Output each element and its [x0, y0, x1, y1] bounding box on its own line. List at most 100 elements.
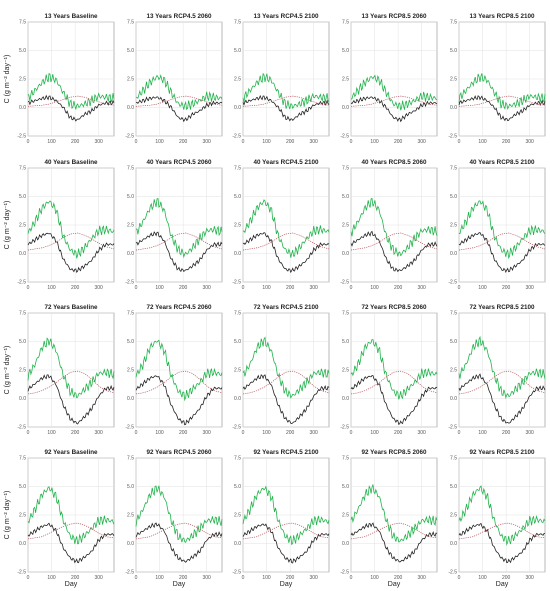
y-tick-label: -2.5 — [17, 134, 26, 140]
y-tick-label: 5.0 — [450, 484, 457, 490]
x-tick-label: 200 — [502, 285, 511, 291]
y-tick-label: 7.5 — [234, 166, 241, 172]
x-axis-label: Day — [388, 581, 401, 588]
x-tick-label: 100 — [370, 575, 379, 581]
y-tick-label: -2.5 — [17, 570, 26, 576]
x-tick-label: 300 — [418, 139, 427, 145]
y-tick-label: -2.5 — [17, 280, 26, 286]
series-line-black — [458, 373, 546, 424]
y-tick-label: 0.0 — [450, 541, 457, 547]
x-axis-label: Day — [496, 581, 509, 588]
y-tick-label: 0.0 — [450, 396, 457, 402]
x-tick-label: 300 — [95, 285, 104, 291]
panel-title: 92 Years RCP4.5 2060 — [146, 449, 212, 456]
x-tick-label: 0 — [135, 285, 138, 291]
y-tick-label: 7.5 — [127, 166, 134, 172]
series-line-red — [458, 95, 546, 107]
panel-title: 72 Years RCP4.5 2100 — [253, 304, 319, 311]
panel-title: 72 Years RCP4.5 2060 — [146, 304, 212, 311]
y-tick-label: 5.0 — [127, 194, 134, 200]
series-line-red — [350, 95, 438, 107]
series-line-black — [242, 94, 330, 122]
series-line-red — [242, 370, 330, 395]
x-tick-label: 0 — [135, 430, 138, 436]
panel: 72 Years Baseline -2.5 0.0 2.5 5.0 7.5 0 100 200… — [17, 304, 115, 436]
y-tick-label: 0.0 — [234, 105, 241, 111]
y-tick-label: 0.0 — [342, 251, 349, 257]
series-line-green — [242, 72, 330, 110]
series-line-black — [27, 522, 115, 564]
x-tick-label: 0 — [458, 430, 461, 436]
panel-title: 92 Years RCP4.5 2100 — [253, 449, 319, 456]
y-tick-label: 7.5 — [450, 311, 457, 317]
y-tick-label: 2.5 — [127, 223, 134, 229]
series-line-green — [350, 74, 438, 111]
x-tick-label: 100 — [262, 139, 271, 145]
y-tick-label: -2.5 — [340, 280, 349, 286]
y-tick-label: -2.5 — [448, 570, 457, 576]
panel: 40 Years RCP8.5 2060 -2.5 0.0 2.5 5.0 7.5 0 100… — [340, 159, 438, 291]
series-line-black — [458, 232, 546, 273]
y-tick-label: 5.0 — [19, 339, 26, 345]
y-tick-label: -2.5 — [232, 570, 241, 576]
series-line-red — [135, 370, 223, 395]
y-tick-label: -2.5 — [125, 134, 134, 140]
y-tick-label: 2.5 — [234, 77, 241, 83]
panel-title: 13 Years RCP8.5 2060 — [361, 13, 427, 20]
x-tick-label: 0 — [458, 575, 461, 581]
x-tick-label: 100 — [370, 139, 379, 145]
panel: 13 Years RCP8.5 2100 -2.5 0.0 2.5 5.0 7.5 0 100… — [448, 13, 546, 145]
y-axis-label: C (g m⁻² day⁻¹) — [4, 346, 11, 395]
y-tick-label: -2.5 — [340, 134, 349, 140]
y-tick-label: 2.5 — [450, 368, 457, 374]
series-line-black — [350, 230, 438, 273]
y-tick-label: 5.0 — [234, 339, 241, 345]
series-line-black — [27, 374, 115, 425]
panel: 40 Years RCP8.5 2100 -2.5 0.0 2.5 5.0 7.5 0 100… — [448, 159, 546, 291]
series-line-green — [242, 199, 330, 258]
y-tick-label: -2.5 — [125, 425, 134, 431]
y-tick-label: -2.5 — [448, 280, 457, 286]
series-line-red — [458, 232, 546, 251]
x-tick-label: 200 — [179, 575, 188, 581]
x-tick-label: 300 — [418, 285, 427, 291]
x-tick-label: 300 — [203, 139, 212, 145]
y-tick-label: 0.0 — [450, 105, 457, 111]
y-tick-label: 7.5 — [127, 20, 134, 26]
y-tick-label: 2.5 — [450, 77, 457, 83]
x-tick-label: 200 — [394, 285, 403, 291]
x-tick-label: 200 — [286, 430, 295, 436]
y-tick-label: 2.5 — [234, 223, 241, 229]
x-tick-label: 300 — [310, 575, 319, 581]
x-tick-label: 300 — [95, 575, 104, 581]
y-axis-label: C (g m⁻² day⁻¹) — [4, 55, 11, 104]
y-tick-label: 2.5 — [234, 368, 241, 374]
panel: 13 Years RCP4.5 2060 -2.5 0.0 2.5 5.0 7.5 0 100… — [125, 13, 223, 145]
series-line-green — [458, 485, 546, 546]
x-tick-label: 200 — [394, 575, 403, 581]
panel-title: 13 Years RCP4.5 2060 — [146, 13, 212, 20]
x-tick-label: 0 — [27, 139, 30, 145]
x-tick-label: 0 — [350, 575, 353, 581]
panel-title: 40 Years RCP8.5 2060 — [361, 159, 427, 166]
y-tick-label: 7.5 — [127, 456, 134, 462]
x-tick-label: 0 — [350, 430, 353, 436]
series-line-black — [458, 95, 546, 122]
x-tick-label: 0 — [27, 430, 30, 436]
series-line-red — [350, 370, 438, 395]
panel: 92 Years RCP4.5 2100 -2.5 0.0 2.5 5.0 7.5 0 100… — [232, 449, 330, 581]
y-tick-label: -2.5 — [448, 134, 457, 140]
x-tick-label: 300 — [526, 285, 535, 291]
y-tick-label: 0.0 — [19, 251, 26, 257]
x-tick-label: 100 — [478, 285, 487, 291]
x-tick-label: 200 — [71, 139, 80, 145]
y-tick-label: 7.5 — [342, 456, 349, 462]
series-line-red — [135, 232, 223, 251]
x-tick-label: 200 — [286, 139, 295, 145]
x-axis-label: Day — [65, 581, 78, 588]
x-tick-label: 100 — [478, 139, 487, 145]
panel-title: 40 Years RCP4.5 2060 — [146, 159, 212, 166]
x-tick-label: 0 — [135, 139, 138, 145]
y-tick-label: 5.0 — [127, 484, 134, 490]
series-line-red — [242, 232, 330, 251]
